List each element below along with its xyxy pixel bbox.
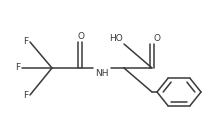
Text: NH: NH (95, 69, 109, 78)
Text: F: F (15, 64, 20, 72)
Text: HO: HO (109, 34, 123, 43)
Text: F: F (23, 37, 28, 47)
Text: O: O (154, 34, 161, 43)
Text: O: O (78, 32, 84, 41)
Text: F: F (23, 91, 28, 100)
